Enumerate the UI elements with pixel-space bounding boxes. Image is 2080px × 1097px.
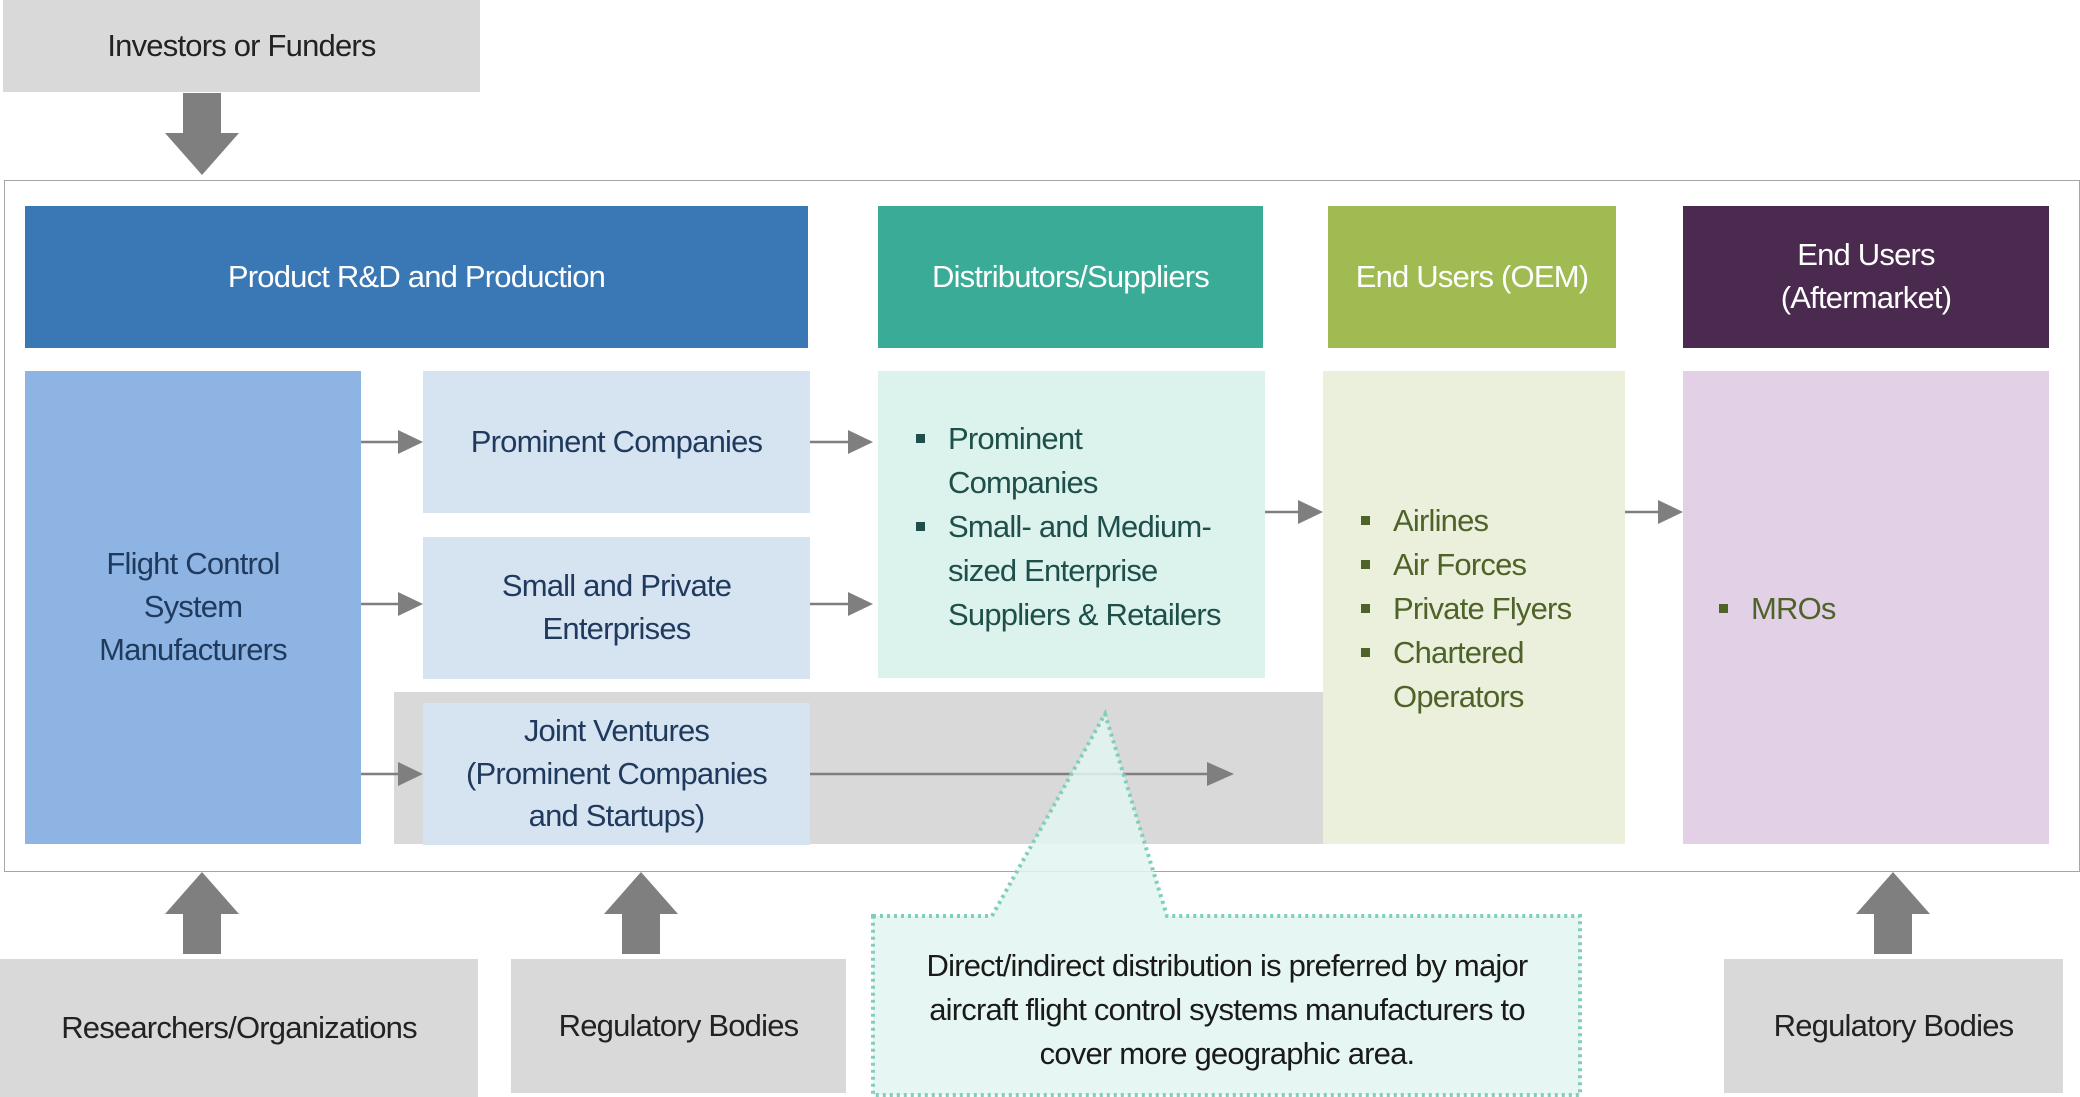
arrow-right-icon [1658, 500, 1683, 524]
small-private-box: Small and Private Enterprises [423, 537, 810, 679]
researchers-label: Researchers/Organizations [61, 1009, 417, 1045]
oem-list: Airlines Air Forces Private Flyers Chart… [1359, 499, 1615, 719]
small-private-line2: Enterprises [542, 611, 692, 646]
down-arrow-icon [165, 93, 239, 175]
callout-text: Direct/indirect distribution is preferre… [926, 948, 1529, 1071]
prominent-companies-label: Prominent Companies [470, 423, 763, 459]
small-private-line1: Small and Private [501, 568, 732, 604]
oem-item: Air Forces [1359, 543, 1615, 587]
header-aftermarket-line1: End Users [1797, 237, 1935, 273]
oem-body: Airlines Air Forces Private Flyers Chart… [1323, 371, 1625, 844]
arrow-right-icon [848, 430, 873, 454]
distributors-item: Prominent Companies [914, 417, 1098, 505]
manufacturers-line1: Flight Control [106, 546, 280, 582]
arrow-right-icon [848, 592, 873, 616]
distributors-list: Prominent Companies Small- and Medium-si… [914, 417, 1245, 637]
callout-box: Direct/indirect distribution is preferre… [880, 930, 1574, 1090]
manufacturers-box: Flight Control System Manufacturers [25, 371, 361, 844]
manufacturers-line3: Manufacturers [99, 631, 288, 667]
regulatory-right-box: Regulatory Bodies [1724, 959, 2063, 1093]
oem-item: Private Flyers [1359, 587, 1615, 631]
header-rnd-label: Product R&D and Production [227, 258, 606, 294]
aftermarket-item: MROs [1717, 587, 2039, 631]
arrow-right-icon [398, 430, 423, 454]
up-arrow-icon [1856, 872, 1930, 954]
joint-ventures-box: Joint Ventures (Prominent Companies and … [423, 703, 810, 845]
arrow-right-icon [398, 592, 423, 616]
callout-shape [871, 708, 1582, 1097]
regulatory-right-label: Regulatory Bodies [1773, 1007, 2015, 1043]
header-aftermarket: End Users (Aftermarket) [1683, 206, 2049, 348]
header-rnd: Product R&D and Production [25, 206, 808, 348]
aftermarket-list: MROs [1717, 587, 2039, 631]
oem-item: Airlines [1359, 499, 1615, 543]
joint-ventures-line2: (Prominent Companies [465, 755, 768, 791]
joint-ventures-line1: Joint Ventures [523, 712, 710, 748]
researchers-box: Researchers/Organizations [0, 959, 478, 1097]
distributors-body: Prominent Companies Small- and Medium-si… [878, 371, 1265, 678]
investors-label: Investors or Funders [107, 27, 376, 63]
up-arrow-icon [604, 872, 678, 954]
arrow-right-icon [1298, 500, 1323, 524]
prominent-companies-box: Prominent Companies [423, 371, 810, 513]
header-distributors-label: Distributors/Suppliers [931, 258, 1210, 294]
oem-item: Chartered Operators [1359, 631, 1543, 719]
header-aftermarket-line2: (Aftermarket) [1780, 280, 1952, 315]
joint-ventures-line3: and Startups) [528, 798, 706, 834]
investors-box: Investors or Funders [3, 0, 480, 92]
arrow-right-icon [398, 762, 423, 786]
header-oem-label: End Users (OEM) [1355, 258, 1589, 294]
arrow-right-icon [1207, 762, 1234, 786]
header-oem: End Users (OEM) [1328, 206, 1616, 348]
aftermarket-body: MROs [1683, 371, 2049, 844]
regulatory-left-box: Regulatory Bodies [511, 959, 846, 1093]
distributors-item: Small- and Medium-sized Enterprise Suppl… [914, 505, 1253, 637]
up-arrow-icon [165, 872, 239, 954]
regulatory-left-label: Regulatory Bodies [558, 1007, 800, 1043]
header-distributors: Distributors/Suppliers [878, 206, 1263, 348]
manufacturers-line2: System [143, 589, 243, 625]
